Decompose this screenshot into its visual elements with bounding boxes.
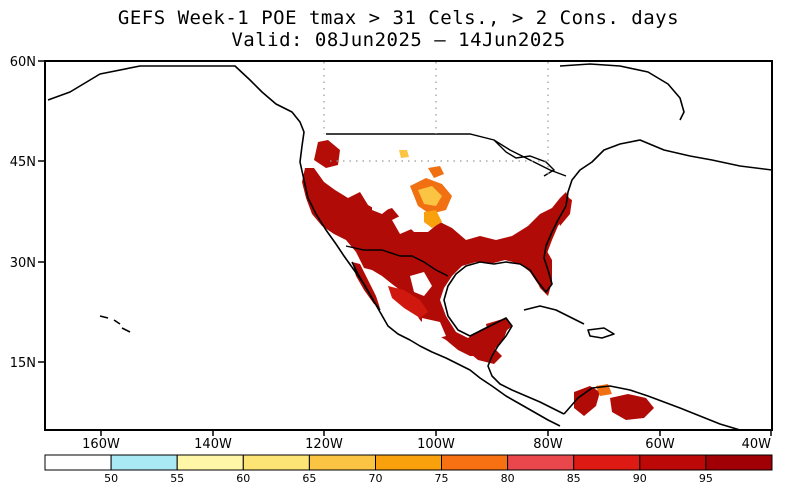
shading-south-america-west bbox=[574, 386, 600, 416]
probability-shading bbox=[302, 140, 654, 420]
valid-date-range: Valid: 08Jun2025 – 14Jun2025 bbox=[231, 29, 566, 51]
lat-label-30n: 30N bbox=[10, 256, 36, 271]
shading-yucatan bbox=[486, 318, 512, 336]
coastline-east-north-america bbox=[443, 139, 772, 415]
colorbar-swatch bbox=[639, 454, 707, 471]
gap-great-basin bbox=[334, 170, 356, 192]
colorbar-labels: 50 55 60 65 70 75 80 85 90 95 bbox=[104, 472, 713, 485]
coastline-hudson-bay bbox=[559, 63, 685, 121]
lon-label-40w: 40W bbox=[742, 437, 772, 452]
colorbar-swatch bbox=[573, 454, 641, 471]
chart-title: GEFS Week-1 POE tmax > 31 Cels., > 2 Con… bbox=[117, 7, 680, 29]
coastline-south-america bbox=[563, 385, 741, 430]
colorbar-swatch bbox=[441, 454, 509, 471]
latitude-labels: 60N 45N 30N 15N bbox=[10, 55, 45, 371]
shading-gradient-ne-inner bbox=[418, 186, 442, 206]
lon-label-60w: 60W bbox=[645, 437, 675, 452]
shading-southeast-us bbox=[528, 246, 552, 296]
lon-label-100w: 100W bbox=[417, 437, 455, 452]
colorbar-tick-label: 50 bbox=[104, 472, 118, 485]
coastline-cuba bbox=[523, 305, 585, 325]
white-gaps bbox=[334, 170, 446, 340]
lat-label-60n: 60N bbox=[10, 55, 36, 70]
map-frame bbox=[44, 60, 773, 431]
lon-label-120w: 120W bbox=[305, 437, 343, 452]
longitude-labels: 160W 140W 120W 100W 80W 60W 40W bbox=[82, 430, 772, 452]
us-canada-border bbox=[326, 133, 567, 177]
gap-mexico-south bbox=[422, 318, 446, 340]
colorbar-swatch bbox=[705, 454, 773, 471]
colorbar-tick-label: 65 bbox=[302, 472, 316, 485]
shading-spot-north bbox=[428, 166, 444, 178]
coastline-west-north-america bbox=[47, 65, 561, 427]
colorbar-swatch bbox=[44, 454, 112, 471]
colorbar-tick-label: 75 bbox=[435, 472, 449, 485]
colorbar-tick-label: 90 bbox=[633, 472, 647, 485]
colorbar-tick-label: 55 bbox=[170, 472, 184, 485]
colorbar-swatch bbox=[242, 454, 310, 471]
lon-label-140w: 140W bbox=[194, 437, 232, 452]
shading-gradient-mid bbox=[424, 210, 442, 228]
colorbar bbox=[44, 454, 773, 471]
lon-label-80w: 80W bbox=[533, 437, 563, 452]
shading-baja bbox=[352, 262, 380, 308]
coastline-hawaii bbox=[99, 315, 131, 333]
coastline-hispaniola bbox=[587, 327, 615, 339]
colorbar-swatch bbox=[308, 454, 376, 471]
shading-main-body bbox=[302, 168, 570, 356]
shading-mexico-interior bbox=[388, 286, 428, 318]
gridlines bbox=[323, 62, 549, 174]
shading-spot-nw bbox=[399, 150, 409, 158]
shading-south-america-east bbox=[610, 394, 654, 420]
colorbar-swatch bbox=[176, 454, 244, 471]
lat-label-45n: 45N bbox=[10, 155, 36, 170]
colorbar-swatch bbox=[110, 454, 178, 471]
map-area bbox=[47, 62, 772, 430]
lat-label-15n: 15N bbox=[10, 356, 36, 371]
coastlines bbox=[47, 63, 772, 430]
coastline-baja bbox=[351, 261, 381, 311]
shading-west-us bbox=[314, 140, 340, 168]
colorbar-tick-label: 80 bbox=[501, 472, 515, 485]
colorbar-swatch bbox=[507, 454, 575, 471]
gap-rockies bbox=[372, 194, 392, 214]
colorbar-tick-label: 70 bbox=[369, 472, 383, 485]
colorbar-swatch bbox=[375, 454, 443, 471]
gap-mexico-plateau bbox=[410, 272, 432, 296]
lon-label-160w: 160W bbox=[82, 437, 120, 452]
colorbar-tick-label: 85 bbox=[567, 472, 581, 485]
colorbar-tick-label: 60 bbox=[236, 472, 250, 485]
us-mexico-border bbox=[345, 245, 449, 277]
gap-plains bbox=[392, 214, 414, 234]
colorbar-tick-label: 95 bbox=[699, 472, 713, 485]
great-lakes-outline bbox=[493, 139, 556, 177]
borders bbox=[326, 133, 567, 277]
